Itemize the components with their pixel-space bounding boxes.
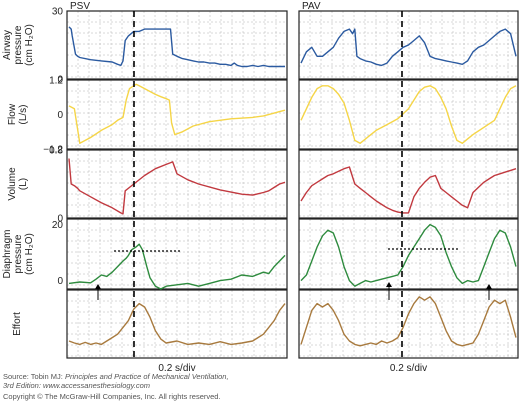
series-effort-pav — [300, 296, 517, 347]
y-tick-label: 0.8 — [49, 146, 63, 157]
y-tick-label: −1.2 — [43, 145, 63, 156]
plot-frame — [66, 10, 288, 80]
x-axis-label: 0.2 s/div — [390, 363, 427, 374]
grid-lines — [299, 80, 518, 149]
copyright-notice: Copyright © The McGraw-Hill Companies, I… — [3, 392, 221, 401]
series-effort-psv — [68, 302, 286, 346]
plot-frame — [298, 10, 519, 80]
grid-lines — [299, 219, 518, 289]
row-label-airway: (cm H₂O) — [24, 24, 35, 66]
row-label-diaphragm: (cm H₂O) — [24, 233, 35, 275]
plot-frame — [298, 289, 519, 359]
source-citation: Source: Tobin MJ: Principles and Practic… — [3, 372, 229, 381]
grid-lines — [67, 11, 287, 79]
plot-frame — [298, 218, 519, 290]
plot-frame — [66, 79, 288, 150]
y-tick-label: 0 — [57, 110, 63, 121]
row-label-airway: Airway — [2, 30, 13, 60]
row-label-volume: (L) — [18, 178, 29, 190]
plot-frame — [298, 149, 519, 219]
grid-lines — [299, 290, 518, 358]
y-tick-label: 1.2 — [49, 76, 63, 87]
panel-title-psv: PSV — [70, 1, 90, 12]
y-tick-label: 0 — [57, 214, 63, 225]
plot-frame — [66, 149, 288, 219]
row-label-effort: Effort — [12, 312, 23, 336]
series-diaphragm-pav — [300, 223, 517, 287]
row-label-volume: Volume — [7, 167, 18, 201]
grid-lines — [67, 150, 287, 218]
y-tick-label: 20 — [52, 220, 64, 231]
row-label-flow: Flow — [7, 103, 18, 125]
plot-frame — [66, 289, 288, 359]
grid-lines — [67, 290, 287, 358]
series-flow-pav — [300, 85, 517, 145]
row-label-flow: (L/s) — [18, 105, 29, 125]
onset-arrowhead — [386, 282, 392, 287]
row-label-diaphragm: pressure — [13, 234, 24, 273]
source-edition: 3rd Edition: www.accessanesthesiology.co… — [3, 381, 151, 390]
series-airway-pav — [300, 28, 517, 67]
row-label-airway: pressure — [13, 25, 24, 64]
series-flow-psv — [68, 83, 286, 145]
grid-lines — [67, 80, 287, 149]
y-tick-label: 0 — [57, 75, 63, 86]
grid-lines — [67, 219, 287, 289]
plot-frame — [66, 218, 288, 290]
series-diaphragm-psv — [68, 243, 286, 290]
y-tick-label: 0 — [57, 276, 63, 287]
series-volume-psv — [68, 158, 286, 215]
series-volume-pav — [300, 166, 517, 214]
plot-frame — [298, 79, 519, 150]
grid-lines — [299, 150, 518, 218]
y-tick-label: 30 — [52, 7, 64, 18]
panel-title-pav: PAV — [302, 1, 321, 12]
grid-lines — [299, 11, 518, 79]
x-axis-label: 0.2 s/div — [158, 363, 195, 374]
onset-arrowhead — [486, 284, 492, 289]
series-airway-psv — [68, 26, 285, 68]
onset-arrowhead — [95, 284, 101, 289]
row-label-diaphragm: Diaphragm — [2, 230, 13, 279]
